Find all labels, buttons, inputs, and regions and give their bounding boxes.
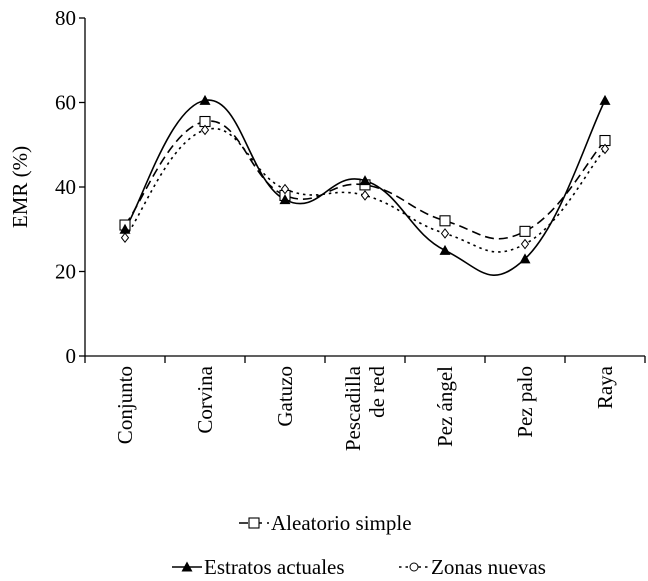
x-tick-label: Raya xyxy=(593,365,617,409)
legend-marker xyxy=(181,561,193,572)
data-point xyxy=(359,175,371,186)
legend-label: Estratos actuales xyxy=(204,555,345,579)
data-point xyxy=(439,215,451,227)
y-ticks: 0 20 40 60 80 xyxy=(55,6,85,368)
legend-label: Aleatorio simple xyxy=(271,511,412,535)
data-point xyxy=(279,194,291,205)
data-point xyxy=(600,143,610,155)
legend-label: Zonas nuevas xyxy=(431,555,546,579)
series-markers xyxy=(119,94,611,264)
data-point xyxy=(200,124,210,136)
y-tick-label: 0 xyxy=(66,344,77,368)
data-point xyxy=(280,183,290,195)
data-point xyxy=(439,244,451,255)
data-point xyxy=(119,223,131,234)
x-tick-label: Pescadilla xyxy=(341,365,365,451)
x-tick-label: Gatuzo xyxy=(273,366,297,427)
data-point xyxy=(199,94,211,105)
data-point xyxy=(519,253,531,264)
x-tick-label: Pez ángel xyxy=(433,366,457,447)
data-point xyxy=(599,94,611,105)
y-tick-label: 40 xyxy=(55,175,76,199)
data-point xyxy=(520,238,530,250)
y-tick-label: 80 xyxy=(55,6,76,30)
data-point xyxy=(120,232,130,244)
x-tick-label: de red xyxy=(365,366,389,418)
data-point xyxy=(519,225,531,237)
x-tick-label: Conjunto xyxy=(113,366,137,444)
y-axis-title: EMR (%) xyxy=(8,146,32,228)
legend: Aleatorio simple Estratos actuales Zonas n… xyxy=(172,511,546,579)
legend-marker xyxy=(409,562,419,572)
x-ticks: Conjunto Corvina Gatuzo Pescadilla de red Pez… xyxy=(84,356,646,451)
data-point xyxy=(360,190,370,201)
legend-marker xyxy=(248,517,260,529)
data-point xyxy=(440,228,450,239)
x-tick-label: Corvina xyxy=(193,365,217,433)
y-tick-label: 60 xyxy=(55,91,76,115)
y-tick-label: 20 xyxy=(55,260,76,284)
x-tick-label: Pez palo xyxy=(513,366,537,438)
